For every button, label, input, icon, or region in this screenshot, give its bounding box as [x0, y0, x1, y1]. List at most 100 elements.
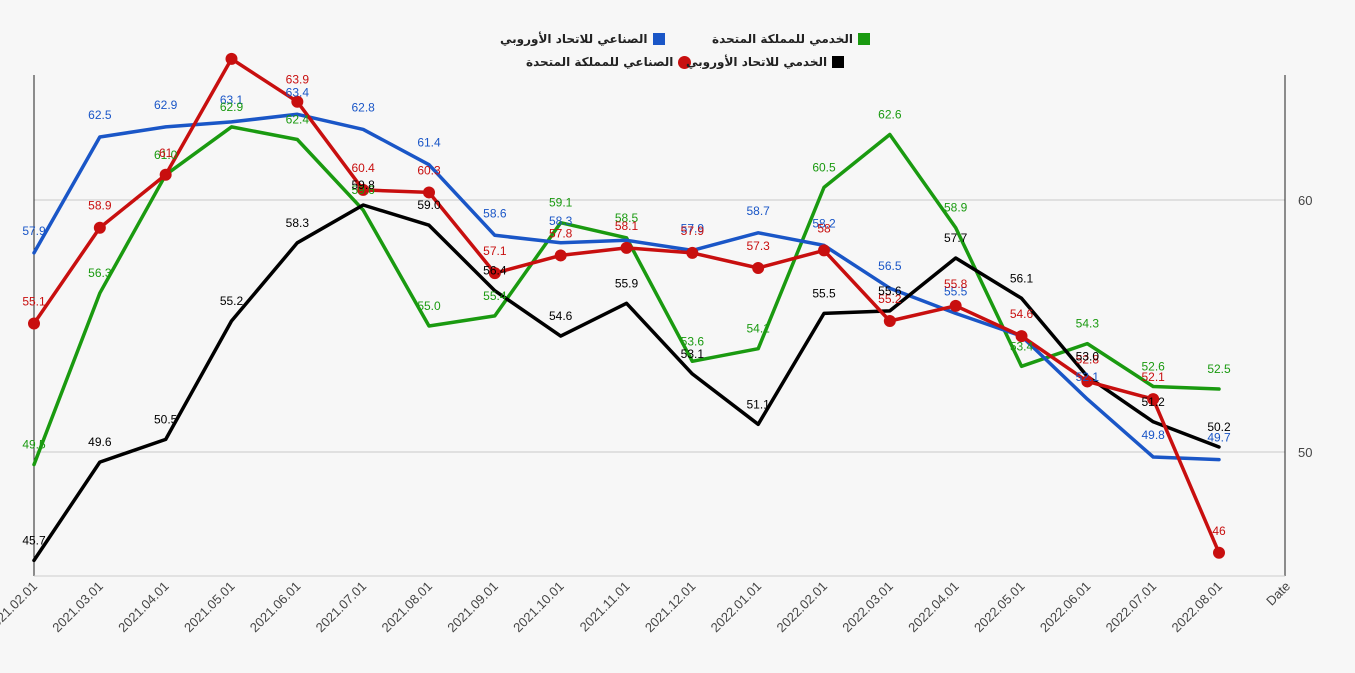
data-label: 56.1	[1010, 271, 1034, 285]
data-label: 58.9	[944, 201, 968, 215]
data-point	[93, 221, 106, 234]
data-label: 58.7	[746, 204, 770, 218]
data-point	[159, 168, 172, 181]
data-label: 49.6	[88, 435, 112, 449]
data-label: 57.7	[944, 231, 968, 245]
data-point	[620, 241, 633, 254]
x-tick-label: 2021.03.01	[49, 579, 106, 636]
data-label: 51.1	[746, 397, 770, 411]
x-tick-label: 2022.02.01	[773, 579, 830, 636]
x-tick-label: 2021.06.01	[247, 579, 304, 636]
data-labels: 57.962.562.9 63.163.462.861.458.658.357.9…	[22, 73, 1231, 548]
data-label: 57.3	[746, 239, 770, 253]
legend-item-uk-services: الخدمي للمملكة المتحدة	[712, 32, 870, 46]
data-label: 55.5	[944, 284, 968, 298]
data-label: 62.6	[878, 107, 902, 121]
data-label: 57.9	[681, 224, 705, 238]
data-label: 50.5	[154, 412, 178, 426]
data-label: 55.1	[22, 294, 46, 308]
x-tick-label: 2022.05.01	[971, 579, 1028, 636]
data-point	[818, 244, 830, 257]
data-label: 54.3	[1076, 317, 1100, 331]
y-tick-label: 60	[1298, 193, 1312, 208]
data-label: 59.8	[351, 178, 375, 192]
data-label: 53.4	[1010, 339, 1034, 353]
data-label: 53.1	[681, 347, 705, 361]
data-point	[1081, 375, 1094, 388]
data-label: 59.0	[417, 198, 441, 212]
data-label: 54.6	[1010, 307, 1034, 321]
data-label: 54.1	[746, 322, 770, 336]
data-label: 58.9	[88, 199, 112, 213]
data-label: 58.1	[615, 219, 639, 233]
y-tick-label: 50	[1298, 445, 1312, 460]
data-label: 62.9	[220, 100, 244, 114]
data-point	[225, 52, 238, 65]
data-label: 60.4	[351, 161, 375, 175]
data-point	[883, 314, 896, 327]
data-label: 49.8	[1141, 428, 1165, 442]
x-tick-label: 2022.04.01	[905, 579, 962, 636]
data-label: 53.6	[681, 334, 705, 348]
x-tick-label: 2021.04.01	[115, 579, 172, 636]
legend-swatch	[858, 33, 870, 45]
x-tick-label: 2022.07.01	[1103, 579, 1160, 636]
series-markers	[28, 52, 1225, 559]
x-tick-label: 2021.12.01	[642, 579, 699, 636]
x-axis-label: Date	[1263, 579, 1293, 609]
data-label: 61.0	[154, 148, 178, 162]
data-label: 52.8	[1076, 352, 1100, 366]
data-label: 54.6	[549, 309, 573, 323]
data-label: 62.9	[154, 98, 178, 112]
data-point	[1015, 330, 1028, 343]
data-label: 62.4	[286, 113, 310, 127]
data-label: 62.5	[88, 108, 112, 122]
x-tick-label: 2021.02.01	[0, 579, 40, 636]
legend-label: الصناعي للاتحاد الأوروبي	[500, 32, 648, 46]
data-point	[28, 317, 40, 330]
x-tick-label: 2021.07.01	[313, 579, 370, 636]
grid-lines	[34, 199, 1285, 453]
y-axis-ticks: 50 60	[1298, 193, 1312, 460]
data-point	[949, 299, 962, 312]
x-tick-label: 2021.08.01	[378, 579, 435, 636]
data-point	[554, 249, 567, 262]
data-label: 59.6	[351, 183, 375, 197]
data-label: 50.2	[1207, 420, 1231, 434]
x-tick-label: 2022.06.01	[1037, 579, 1094, 636]
data-label: 57.9	[681, 221, 705, 235]
data-label: 58.6	[483, 206, 507, 220]
data-label: 60.3	[417, 163, 441, 177]
data-label: 61.4	[417, 136, 441, 150]
legend-label: الخدمي للاتحاد الأوروبي	[686, 55, 828, 69]
data-label: 57.1	[483, 244, 507, 258]
data-point	[752, 262, 765, 275]
data-label: 61	[159, 146, 173, 160]
legend-item-eu-services: الخدمي للاتحاد الأوروبي	[686, 55, 845, 69]
legend-label: الخدمي للمملكة المتحدة	[712, 32, 853, 46]
data-label: 52.1	[1076, 370, 1100, 384]
data-label: 55.9	[615, 276, 639, 290]
data-label: 55.6	[878, 284, 902, 298]
data-label: 55.5	[812, 286, 836, 300]
data-label: 63.9	[286, 73, 310, 87]
data-label: 56.5	[878, 259, 902, 273]
x-tick-label: 2022.08.01	[1168, 579, 1225, 636]
data-label: 63.4	[286, 85, 310, 99]
data-point	[423, 186, 435, 199]
data-label: 49.7	[1207, 431, 1231, 445]
legend-item-eu-industrial: الصناعي للاتحاد الأوروبي	[500, 32, 665, 46]
data-label: 52.5	[1207, 362, 1231, 376]
legend-item-uk-industrial: الصناعي للمملكة المتحدة	[526, 55, 692, 69]
data-label: 49.5	[22, 438, 46, 452]
series-line	[32, 125, 1221, 467]
legend-swatch	[652, 33, 665, 45]
data-label: 52.6	[1141, 359, 1165, 373]
data-label: 58.2	[812, 216, 836, 230]
data-label: 55.2	[878, 292, 902, 306]
legend-swatch	[832, 56, 845, 68]
series-line	[32, 203, 1221, 563]
data-label: 59.1	[549, 196, 573, 210]
data-label: 53.0	[1076, 349, 1100, 363]
